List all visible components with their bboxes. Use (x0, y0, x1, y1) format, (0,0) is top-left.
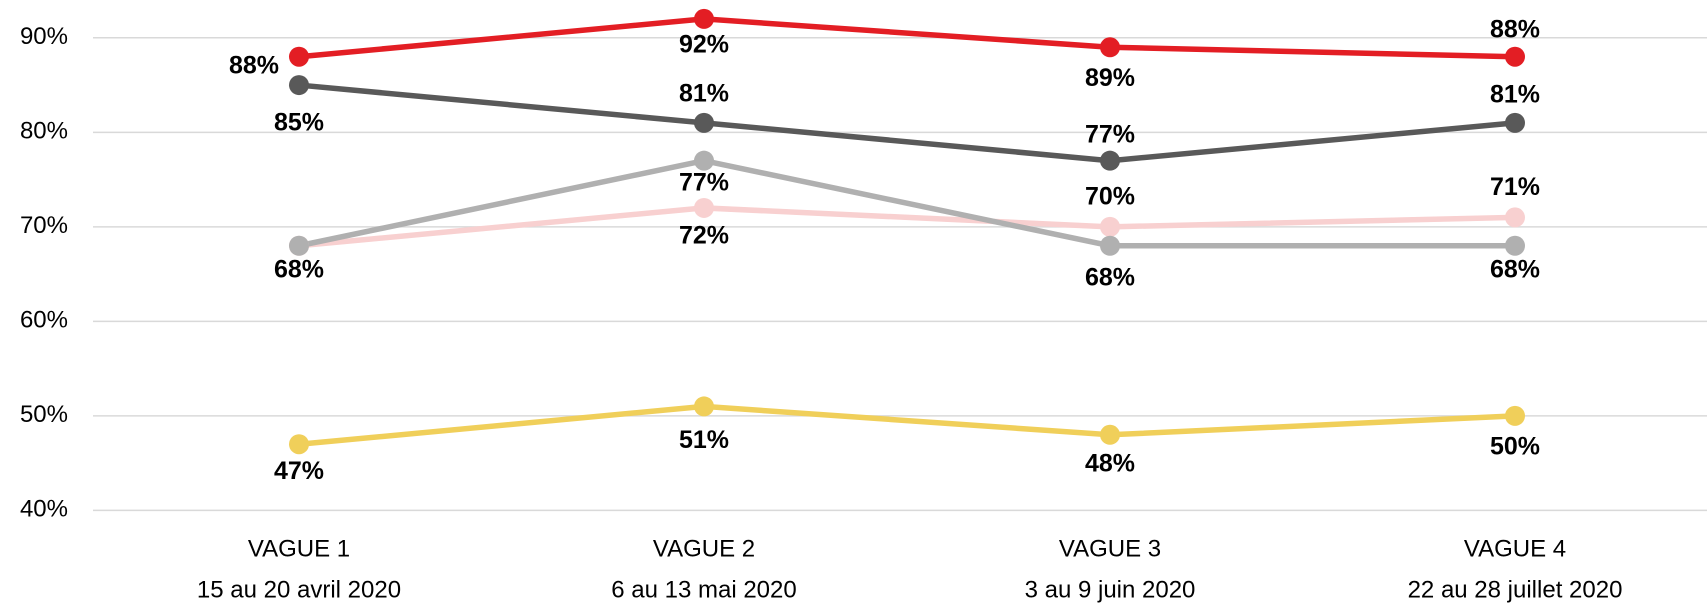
y-tick-label: 40% (20, 496, 68, 523)
line (298, 157, 1515, 249)
data-label: 92% (679, 31, 729, 59)
x-tick-label: 3 au 9 juin 2020 (1025, 576, 1196, 603)
marker (1100, 235, 1120, 256)
marker (1100, 424, 1120, 445)
marker (694, 396, 714, 417)
y-tick-label: 80% (20, 118, 68, 145)
data-label: 51% (679, 426, 729, 454)
marker (289, 46, 309, 67)
data-label: 77% (679, 168, 729, 196)
x-tick-label: VAGUE 2 (653, 535, 755, 562)
marker (694, 112, 714, 133)
data-label: 81% (1490, 80, 1540, 108)
line (298, 403, 1516, 447)
data-label: 47% (274, 457, 324, 485)
marker (694, 150, 714, 171)
marker (1505, 207, 1525, 228)
marker (694, 197, 714, 218)
x-tick-label: 22 au 28 juillet 2020 (1408, 576, 1623, 603)
y-tick-label: 60% (20, 307, 68, 334)
marker (1505, 46, 1525, 67)
x-tick-label: VAGUE 4 (1464, 535, 1566, 562)
y-tick-label: 90% (20, 23, 68, 50)
line (298, 82, 1516, 164)
marker (1505, 235, 1525, 256)
marker (694, 8, 714, 29)
marker (1100, 150, 1120, 171)
marker (289, 434, 309, 455)
marker (1505, 112, 1525, 133)
marker (1100, 37, 1120, 58)
x-tick-label: VAGUE 3 (1059, 535, 1161, 562)
marker (1100, 216, 1120, 237)
data-label: 81% (679, 79, 729, 107)
marker (289, 75, 309, 96)
data-label: 77% (1085, 120, 1135, 148)
data-label: 85% (274, 109, 324, 137)
data-label: 88% (1490, 15, 1540, 43)
data-label: 68% (1085, 263, 1135, 291)
data-label: 88% (229, 51, 279, 79)
data-label: 68% (274, 255, 324, 283)
x-tick-label: 15 au 20 avril 2020 (197, 576, 401, 603)
marker (289, 235, 309, 256)
data-label: 48% (1085, 449, 1135, 477)
data-label: 72% (679, 222, 729, 250)
y-tick-label: 50% (20, 401, 68, 428)
data-label: 68% (1490, 255, 1540, 283)
x-tick-label: VAGUE 1 (248, 535, 350, 562)
line (298, 205, 1516, 249)
marker (1505, 405, 1525, 426)
data-label: 50% (1490, 432, 1540, 460)
line (298, 16, 1516, 60)
data-label: 70% (1085, 182, 1135, 210)
x-tick-label: 6 au 13 mai 2020 (611, 576, 796, 603)
data-label: 89% (1085, 64, 1135, 92)
y-tick-label: 70% (20, 212, 68, 239)
data-label: 71% (1490, 173, 1540, 201)
